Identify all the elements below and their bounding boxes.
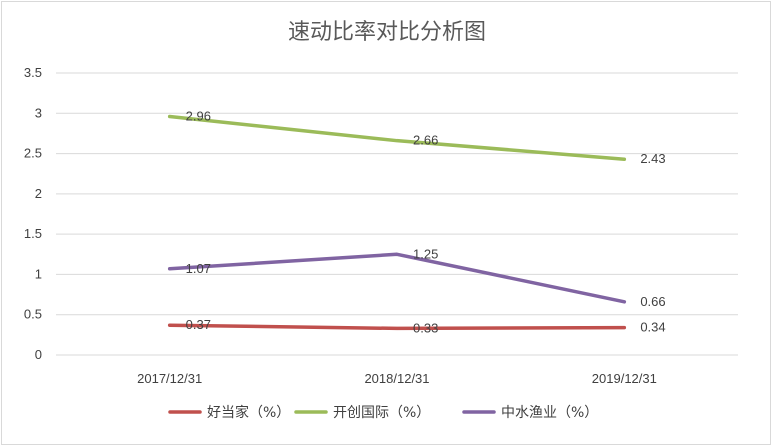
data-label: 0.66 xyxy=(640,294,665,309)
y-tick-label: 1.5 xyxy=(24,226,42,241)
data-label: 2.43 xyxy=(640,151,665,166)
legend-label: 好当家（%） xyxy=(207,404,290,421)
x-tick-label: 2019/12/31 xyxy=(592,371,657,386)
series-lines xyxy=(167,114,627,331)
series-line xyxy=(167,252,627,304)
y-tick-label: 0.5 xyxy=(24,307,42,322)
x-tick-label: 2017/12/31 xyxy=(137,371,202,386)
data-labels: 0.37 0.33 0.34 2.96 2.66 2.43 1.07 1.25 0.66 xyxy=(186,109,666,336)
x-tick-label: 2018/12/31 xyxy=(364,371,429,386)
data-label: 1.07 xyxy=(186,261,211,276)
y-tick-label: 3 xyxy=(35,105,42,120)
gridlines xyxy=(56,72,738,356)
legend-label: 开创国际（%） xyxy=(333,405,430,421)
y-tick-label: 3.5 xyxy=(24,65,42,80)
data-label: 0.33 xyxy=(413,320,438,335)
series-line xyxy=(167,323,627,331)
chart-title: 速动比率对比分析图 xyxy=(287,20,486,45)
series-line xyxy=(167,114,627,161)
data-label: 2.96 xyxy=(186,109,211,124)
data-label: 2.66 xyxy=(413,133,438,148)
y-tick-label: 2.5 xyxy=(24,146,42,161)
y-axis-ticks: 0 0.5 1 1.5 2 2.5 3 3.5 xyxy=(24,65,42,362)
y-tick-label: 1 xyxy=(35,266,42,281)
legend: 好当家（%） 开创国际（%） 中水渔业（%） xyxy=(168,404,598,421)
data-label: 1.25 xyxy=(413,246,438,261)
y-tick-label: 2 xyxy=(35,186,42,201)
legend-label: 中水渔业（%） xyxy=(501,405,598,421)
y-tick-label: 0 xyxy=(35,347,42,362)
data-label: 0.37 xyxy=(186,317,211,332)
data-label: 0.34 xyxy=(640,320,665,335)
x-axis-ticks: 2017/12/31 2018/12/31 2019/12/31 xyxy=(137,371,657,386)
